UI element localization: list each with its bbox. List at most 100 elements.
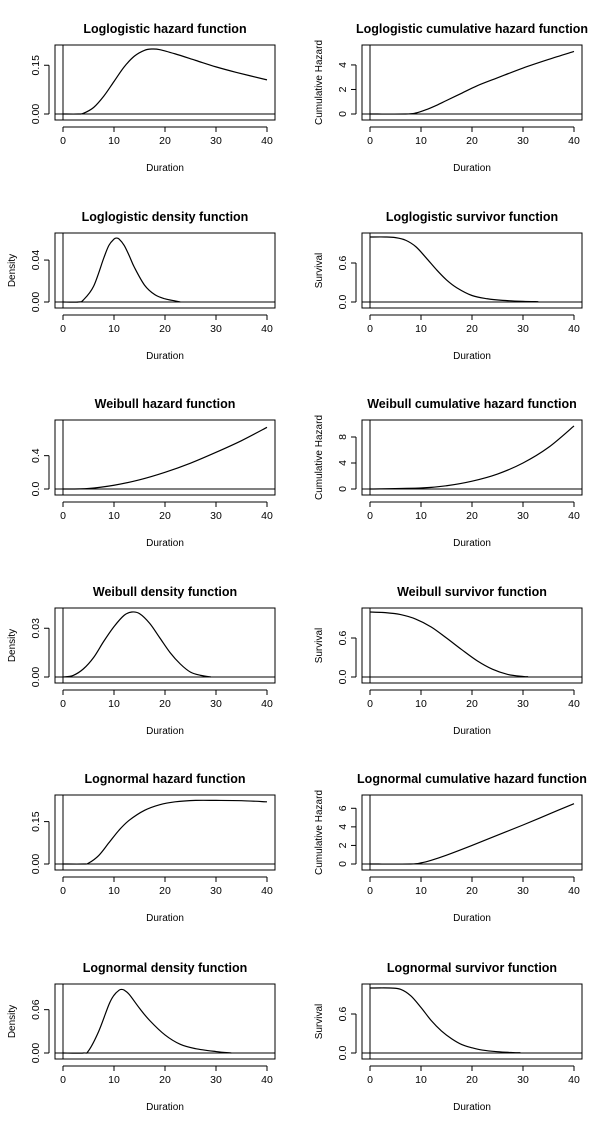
x-axis-label: Duration — [453, 351, 491, 362]
plot-frame — [361, 794, 583, 871]
x-tick-label: 0 — [60, 510, 66, 522]
y-tick-label: 0.00 — [30, 1043, 42, 1064]
x-tick-label: 0 — [367, 323, 373, 335]
x-tick-label: 10 — [108, 885, 120, 897]
x-axis-label: Duration — [146, 1102, 184, 1113]
x-tick-label: 20 — [159, 323, 171, 335]
x-tick-label: 20 — [466, 323, 478, 335]
plot-frame — [54, 983, 276, 1060]
y-axis-label: Cumulative Hazard — [314, 790, 325, 875]
x-tick-label: 10 — [108, 698, 120, 710]
y-axis-label: Cumulative Hazard — [314, 415, 325, 500]
y-tick-label: 0.0 — [337, 295, 349, 310]
panel-2: Loglogistic cumulative hazard function 0 1… — [314, 22, 588, 174]
y-tick-label: 0.0 — [30, 482, 42, 497]
x-axis-label: Duration — [453, 1102, 491, 1113]
x-tick-label: 10 — [108, 510, 120, 522]
x-tick-label: 30 — [210, 1074, 222, 1086]
plot-frame — [361, 607, 583, 684]
x-tick-label: 20 — [466, 510, 478, 522]
plot-frame — [361, 983, 583, 1060]
y-tick-label: 0 — [337, 111, 349, 117]
panel-9: Lognormal hazard function 0 10 20 30 40 Durati… — [30, 772, 276, 924]
x-tick-label: 30 — [210, 510, 222, 522]
plot-frame — [54, 607, 276, 684]
y-tick-label: 4 — [337, 460, 349, 466]
plot-frame — [54, 419, 276, 496]
panel-8: Weibull survivor function 0 10 20 30 40 Durati… — [314, 585, 583, 737]
y-tick-label: 0.6 — [337, 1007, 349, 1022]
series-line — [62, 48, 268, 115]
x-tick-label: 0 — [60, 323, 66, 335]
y-tick-label: 0 — [337, 486, 349, 492]
y-tick-label: 0.00 — [30, 292, 42, 313]
x-axis-label: Duration — [146, 726, 184, 737]
y-axis-label: Density — [7, 629, 18, 662]
panel-3: Loglogistic density function 0 10 20 30 40 Dur… — [7, 210, 276, 362]
x-tick-label: 0 — [367, 1074, 373, 1086]
x-tick-label: 40 — [261, 510, 273, 522]
x-tick-label: 30 — [210, 135, 222, 147]
panel-title: Weibull cumulative hazard function — [367, 397, 577, 411]
panel-title: Lognormal hazard function — [84, 772, 245, 786]
series-line — [369, 50, 575, 115]
x-tick-label: 20 — [466, 698, 478, 710]
x-tick-label: 20 — [466, 885, 478, 897]
y-tick-label: 0.6 — [337, 256, 349, 271]
series-line — [62, 611, 211, 678]
y-tick-label: 2 — [337, 86, 349, 92]
x-axis-label: Duration — [453, 913, 491, 924]
y-tick-label: 0.6 — [337, 631, 349, 646]
panel-6: Weibull cumulative hazard function 0 10 20 3… — [314, 397, 583, 549]
y-tick-label: 0.4 — [30, 448, 42, 463]
panel-title: Loglogistic density function — [82, 210, 249, 224]
x-tick-label: 0 — [367, 510, 373, 522]
y-tick-label: 2 — [337, 842, 349, 848]
x-tick-label: 20 — [159, 1074, 171, 1086]
x-tick-label: 20 — [159, 510, 171, 522]
x-axis-label: Duration — [453, 726, 491, 737]
x-tick-label: 40 — [261, 323, 273, 335]
series-line — [369, 425, 575, 490]
y-axis-label: Density — [7, 1005, 18, 1038]
plot-frame — [54, 794, 276, 871]
x-tick-label: 30 — [210, 885, 222, 897]
x-tick-label: 40 — [568, 135, 580, 147]
x-axis-label: Duration — [146, 913, 184, 924]
panel-7: Weibull density function 0 10 20 30 40 Duratio… — [7, 585, 276, 737]
x-tick-label: 30 — [517, 885, 529, 897]
x-tick-label: 0 — [367, 885, 373, 897]
y-tick-label: 4 — [337, 824, 349, 830]
y-tick-label: 0.00 — [30, 667, 42, 688]
x-tick-label: 10 — [415, 1074, 427, 1086]
x-tick-label: 10 — [415, 135, 427, 147]
x-tick-label: 0 — [60, 135, 66, 147]
y-tick-label: 0 — [337, 861, 349, 867]
plot-frame — [361, 232, 583, 309]
plot-frame — [361, 419, 583, 496]
x-tick-label: 0 — [367, 698, 373, 710]
x-axis-label: Duration — [146, 163, 184, 174]
panel-1: Loglogistic hazard function 0 10 20 30 40 Dura… — [30, 22, 276, 174]
panel-11: Lognormal density function 0 10 20 30 40 Durat… — [7, 961, 276, 1113]
panel-title: Lognormal density function — [83, 961, 248, 975]
x-tick-label: 30 — [517, 510, 529, 522]
series-line — [62, 988, 232, 1054]
x-tick-label: 20 — [466, 1074, 478, 1086]
x-axis-label: Duration — [453, 538, 491, 549]
x-axis-label: Duration — [146, 538, 184, 549]
panel-4: Loglogistic survivor function 0 10 20 30 40 Du… — [314, 210, 583, 362]
x-tick-label: 30 — [210, 323, 222, 335]
series-line — [369, 236, 539, 303]
y-tick-label: 8 — [337, 434, 349, 440]
x-tick-label: 10 — [108, 1074, 120, 1086]
panel-title: Weibull survivor function — [397, 585, 547, 599]
x-axis-label: Duration — [453, 163, 491, 174]
x-tick-label: 30 — [517, 698, 529, 710]
y-tick-label: 0.06 — [30, 999, 42, 1020]
y-tick-label: 0.04 — [30, 250, 42, 271]
x-tick-label: 30 — [517, 1074, 529, 1086]
y-axis-label: Survival — [314, 1004, 325, 1040]
y-axis-label: Density — [7, 254, 18, 287]
plot-frame — [54, 44, 276, 121]
